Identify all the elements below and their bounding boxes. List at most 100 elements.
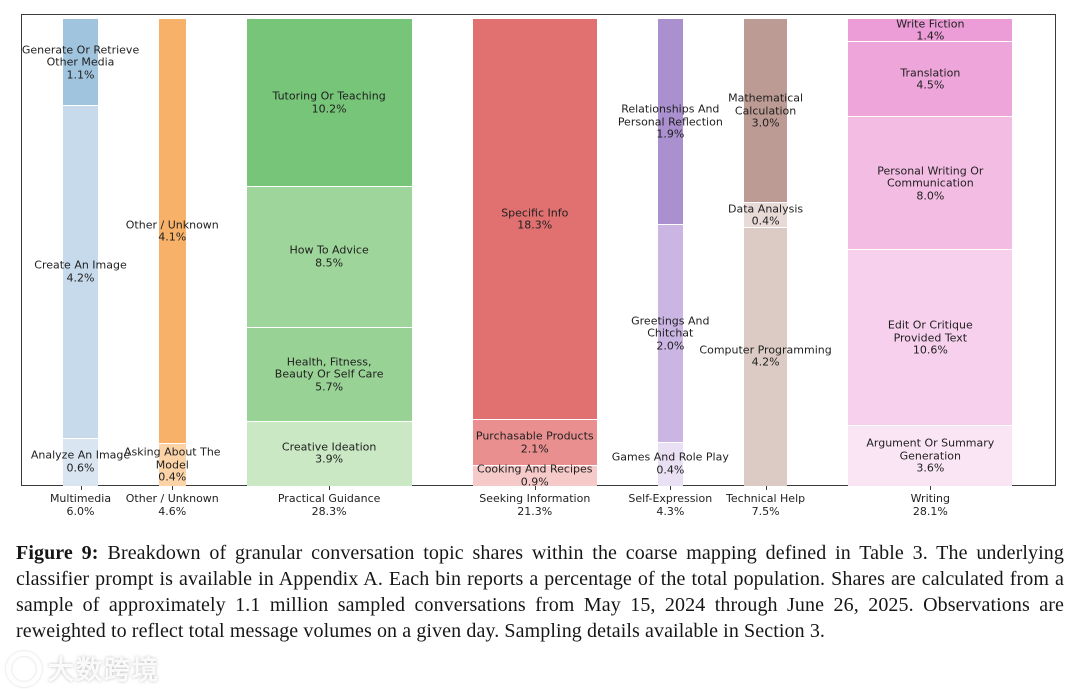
- segment-label-games-and-role-play: Games And Role Play 0.4%: [611, 450, 729, 477]
- segment-label-line: Computer Programming: [699, 343, 832, 357]
- segment-label-creative-ideation: Creative Ideation 3.9%: [282, 441, 376, 466]
- x-axis-label-line: Self-Expression: [628, 492, 713, 505]
- segment-personal-writing-or-communication: [848, 117, 1013, 250]
- segment-label-line: 8.0%: [916, 188, 945, 202]
- segment-label-tutoring-or-teaching: Tutoring Or Teaching 10.2%: [272, 89, 386, 116]
- segment-label-line: 18.3%: [517, 218, 553, 232]
- segment-label-line: Purchasable Products: [475, 429, 594, 443]
- x-axis-tick: [172, 486, 174, 490]
- segment-cooking-and-recipes: [472, 466, 597, 486]
- x-axis-tick: [670, 486, 672, 490]
- segment-mathematical-calculation: [743, 19, 788, 204]
- segment-label-line: 3.0%: [751, 116, 780, 130]
- watermark: 大数跨境: [6, 650, 160, 687]
- segment-label-line: Translation: [900, 66, 961, 80]
- segment-other-unknown: [158, 19, 186, 445]
- segment-label-line: 1.1%: [66, 67, 95, 81]
- segment-label-how-to-advice: How To Advice 8.5%: [289, 244, 368, 270]
- plot-area: Generate Or Retrieve Other Media 1.1% Creat…: [21, 14, 1056, 518]
- x-axis-label-line: Seeking Information: [479, 492, 591, 505]
- segment-label-cooking-and-recipes: Cooking And Recipes 0.9%: [477, 462, 593, 489]
- x-axis-label-self-expression: Self-Expression 4.3%: [628, 492, 713, 518]
- segment-label-line: Communication: [886, 176, 974, 190]
- segment-edit-or-critique-provided-text: [848, 250, 1013, 427]
- x-axis-label-line: Other / Unknown: [125, 492, 219, 505]
- segment-label-line: 8.5%: [315, 256, 344, 270]
- segment-label-line: Create An Image: [34, 258, 127, 272]
- segment-label-mathematical-calculation: Mathematical Calculation 3.0%: [728, 92, 803, 130]
- segment-health-fitness-beauty-or-self-care: [246, 327, 412, 422]
- segment-label-line: 5.7%: [315, 379, 344, 393]
- x-axis-label-practical-guidance: Practical Guidance 28.3%: [277, 492, 381, 518]
- x-axis-tick: [534, 486, 536, 490]
- caption-text: Breakdown of granular conversation topic…: [16, 542, 1064, 642]
- x-axis-label-line: 4.6%: [158, 504, 187, 518]
- segment-label-asking-about-the-model: Asking About The Model 0.4%: [124, 446, 221, 484]
- segment-label-relationships-and-personal-reflection: Relationships And Personal Reflection 1.9%: [618, 103, 723, 141]
- segment-label-specific-info: Specific Info 18.3%: [501, 207, 568, 232]
- segment-label-line: 4.1%: [158, 230, 187, 244]
- x-axis-tick: [80, 486, 82, 490]
- segment-label-line: 1.9%: [656, 127, 685, 141]
- segment-label-line: Edit Or Critique: [887, 318, 973, 332]
- segment-data-analysis: [743, 203, 788, 228]
- segment-label-line: 3.6%: [916, 461, 945, 475]
- segment-label-line: 3.9%: [315, 452, 344, 466]
- segment-label-line: Games And Role Play: [611, 450, 729, 464]
- segment-label-line: Personal Reflection: [617, 114, 723, 128]
- segment-label-line: 4.2%: [66, 271, 95, 285]
- segment-relationships-and-personal-reflection: [657, 19, 683, 226]
- x-axis-label-line: Practical Guidance: [277, 492, 381, 505]
- x-axis-tick: [765, 486, 767, 490]
- x-axis-label-line: 21.3%: [517, 504, 553, 518]
- segment-label-generate-or-retrieve-other-media: Generate Or Retrieve Other Media 1.1%: [21, 42, 140, 82]
- segment-label-data-analysis: Data Analysis 0.4%: [728, 203, 803, 228]
- segment-label-purchasable-products: Purchasable Products 2.1%: [475, 429, 594, 456]
- segment-generate-or-retrieve-other-media: [63, 19, 99, 107]
- segment-label-line: 10.6%: [912, 343, 948, 357]
- segment-greetings-and-chitchat: [657, 225, 683, 443]
- segment-label-line: Analyze An Image: [30, 448, 131, 462]
- x-axis-label-writing: Writing 28.1%: [911, 492, 950, 518]
- x-axis-label-line: 28.3%: [311, 504, 347, 518]
- segment-write-fiction: [848, 19, 1013, 43]
- segment-label-line: 0.4%: [158, 470, 187, 484]
- segment-label-line: Provided Text: [893, 330, 968, 344]
- segment-label-line: Tutoring Or Teaching: [272, 89, 386, 103]
- segment-label-line: Generate Or Retrieve: [21, 42, 140, 56]
- segment-label-line: Generation: [899, 448, 962, 462]
- x-axis-tick: [329, 486, 331, 490]
- segment-label-line: Chitchat: [647, 326, 694, 340]
- caption-label: Figure 9:: [16, 542, 99, 564]
- segment-label-edit-or-critique-provided-text: Edit Or Critique Provided Text 10.6%: [888, 319, 973, 357]
- segment-label-health-fitness-beauty-or-self-care: Health, Fitness, Beauty Or Self Care 5.7%: [275, 355, 384, 394]
- x-axis-label-line: Technical Help: [726, 492, 806, 505]
- segment-label-create-an-image: Create An Image 4.2%: [34, 258, 127, 285]
- segment-label-line: 4.2%: [751, 355, 780, 369]
- segment-asking-about-the-model: [158, 444, 186, 486]
- segment-argument-or-summary-generation: [848, 426, 1013, 486]
- segment-label-line: Creative Ideation: [281, 440, 377, 454]
- segment-label-computer-programming: Computer Programming 4.2%: [699, 344, 831, 369]
- segment-label-line: 0.4%: [751, 214, 780, 228]
- segment-label-line: Argument Or Summary: [866, 436, 995, 450]
- segment-label-line: 1.4%: [916, 29, 945, 43]
- segment-label-line: 2.1%: [520, 442, 549, 456]
- segment-label-argument-or-summary-generation: Argument Or Summary Generation 3.6%: [866, 437, 994, 475]
- segment-label-line: 10.2%: [311, 102, 347, 116]
- segment-label-line: 4.5%: [916, 78, 945, 92]
- segment-create-an-image: [63, 106, 99, 439]
- segment-purchasable-products: [472, 420, 597, 467]
- x-axis-label-line: 28.1%: [912, 504, 948, 518]
- x-axis-tick: [930, 486, 932, 490]
- segment-computer-programming: [743, 227, 788, 486]
- segment-creative-ideation: [246, 421, 412, 486]
- segment-tutoring-or-teaching: [246, 19, 412, 188]
- segment-how-to-advice: [246, 187, 412, 328]
- segment-translation: [848, 42, 1013, 118]
- segment-label-line: Cooking And Recipes: [477, 462, 593, 476]
- x-axis-label-line: Multimedia: [49, 492, 112, 505]
- x-axis-label-line: 4.3%: [656, 504, 685, 518]
- x-axis-label-other-unknown: Other / Unknown 4.6%: [125, 492, 219, 518]
